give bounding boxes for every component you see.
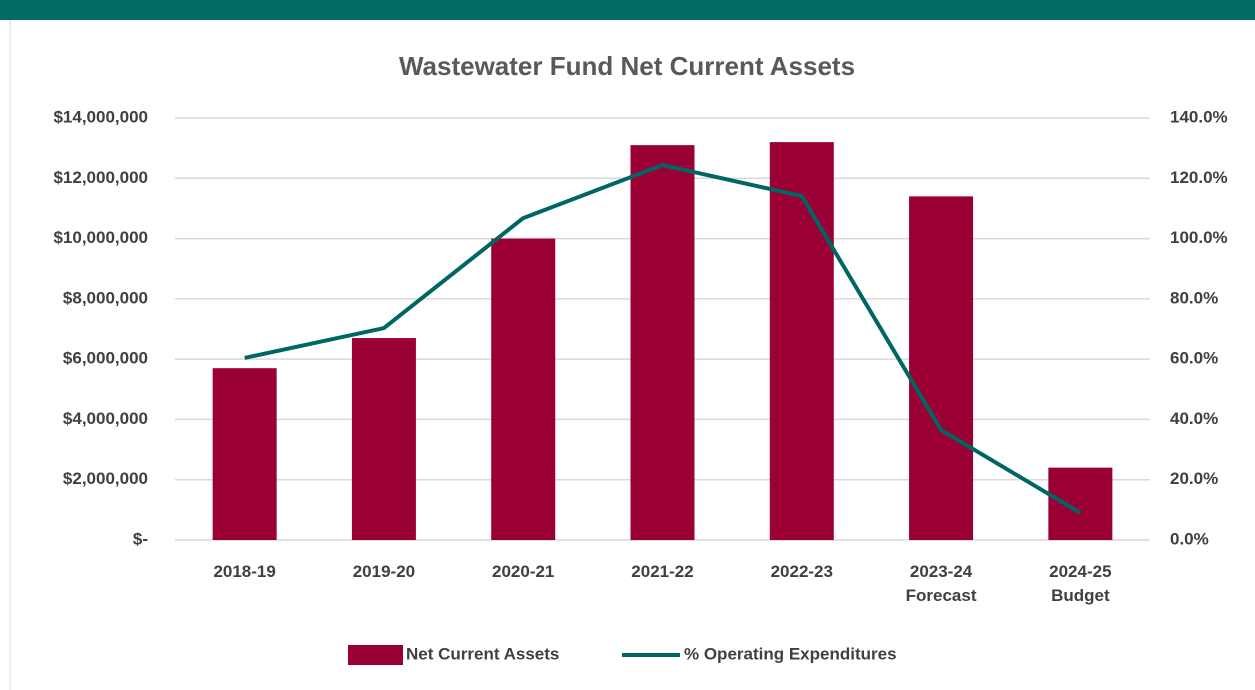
y2-tick-label: 80.0% xyxy=(1170,288,1218,307)
line xyxy=(244,163,1082,515)
legend-label: % Operating Expenditures xyxy=(684,644,897,663)
x-tick-label: 2024-25 Budget xyxy=(1049,562,1112,605)
y2-tick-label: 60.0% xyxy=(1170,349,1218,368)
bar xyxy=(630,145,695,540)
x-tick-label: 2022-23 xyxy=(770,562,833,581)
bar xyxy=(351,338,416,540)
y2-tick-label: 20.0% xyxy=(1170,469,1218,488)
top-band xyxy=(0,0,1255,20)
y-tick-label: $4,000,000 xyxy=(63,409,148,428)
y-tick-label: $14,000,000 xyxy=(53,107,148,126)
bar xyxy=(1048,467,1113,540)
x-tick-label: 2021-22 xyxy=(631,562,694,581)
y2-tick-label: 140.0% xyxy=(1170,107,1228,126)
bar xyxy=(909,196,974,540)
y-tick-label: $6,000,000 xyxy=(63,349,148,368)
y2-tick-label: 100.0% xyxy=(1170,228,1228,247)
legend-swatch xyxy=(348,645,403,665)
y-tick-label: $12,000,000 xyxy=(53,168,148,187)
y2-tick-label: 0.0% xyxy=(1170,529,1209,548)
y2-tick-label: 40.0% xyxy=(1170,409,1218,428)
bar xyxy=(212,368,277,540)
bar xyxy=(491,238,556,541)
y2-tick-label: 120.0% xyxy=(1170,168,1228,187)
y-tick-label: $8,000,000 xyxy=(63,288,148,307)
legend-label: Net Current Assets xyxy=(406,644,559,663)
y-tick-label: $- xyxy=(133,529,148,548)
x-tick-label: 2023-24 Forecast xyxy=(905,562,977,605)
y-tick-label: $10,000,000 xyxy=(53,228,148,247)
chart-title: Wastewater Fund Net Current Assets xyxy=(399,51,855,81)
bar xyxy=(769,142,834,540)
x-tick-label: 2020-21 xyxy=(492,562,555,581)
y-tick-label: $2,000,000 xyxy=(63,469,148,488)
x-tick-label: 2019-20 xyxy=(352,562,416,581)
x-tick-label: 2018-19 xyxy=(213,562,276,581)
